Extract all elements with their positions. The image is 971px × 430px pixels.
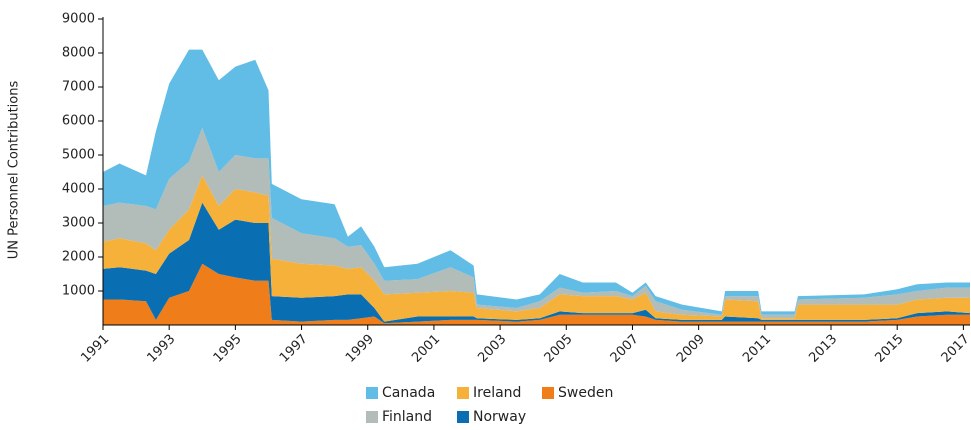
x-tick-label: 2005 — [542, 332, 576, 366]
x-tick-label: 1995 — [211, 332, 245, 366]
legend-swatch — [366, 411, 378, 423]
x-tick-label: 2001 — [409, 332, 443, 366]
legend-swatch — [366, 387, 378, 399]
x-tick-label: 2003 — [475, 332, 509, 366]
y-tick-label: 5000 — [62, 148, 95, 163]
x-tick-label: 2011 — [740, 332, 774, 366]
x-tick-label: 1993 — [144, 332, 178, 366]
x-tick-label: 2007 — [608, 332, 642, 366]
y-tick-label: 7000 — [62, 80, 95, 95]
legend-label: Norway — [473, 409, 526, 425]
x-tick-label: 1999 — [343, 332, 377, 366]
area — [103, 127, 970, 319]
area — [103, 175, 970, 322]
y-tick-label: 3000 — [62, 216, 95, 231]
x-tick-label: 2009 — [674, 332, 708, 366]
legend-label: Ireland — [473, 385, 521, 401]
y-tick-label: 6000 — [62, 114, 95, 129]
x-tick-label: 1991 — [78, 332, 112, 366]
x-tick-label: 2017 — [939, 332, 971, 366]
x-tick-label: 1997 — [277, 332, 311, 366]
legend-label: Canada — [382, 385, 435, 401]
y-tick-label: 8000 — [62, 46, 95, 61]
x-tick-label: 2013 — [806, 332, 840, 366]
y-axis-label: UN Personnel Contributions — [7, 81, 22, 260]
legend-label: Sweden — [558, 385, 613, 401]
y-tick-label: 1000 — [62, 284, 95, 299]
legend-swatch — [457, 387, 469, 399]
y-tick-label: 9000 — [62, 12, 95, 27]
legend-label: Finland — [382, 409, 432, 425]
legend-swatch — [542, 387, 554, 399]
x-tick-label: 2015 — [872, 332, 906, 366]
area — [103, 49, 970, 315]
y-tick-label: 2000 — [62, 250, 95, 265]
area — [103, 263, 970, 325]
y-tick-label: 4000 — [62, 182, 95, 197]
legend-swatch — [457, 411, 469, 423]
